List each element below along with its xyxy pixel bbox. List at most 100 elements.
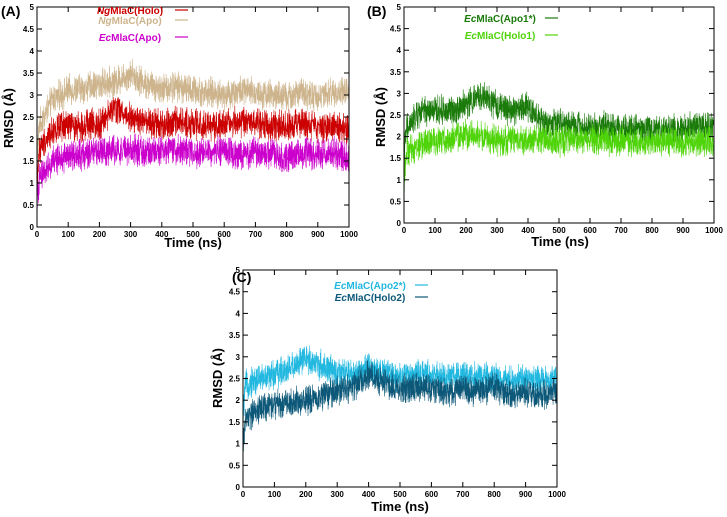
x-tick-label: 800 [645,226,659,235]
x-tick-label: 600 [218,230,232,239]
y-tick-label: 1.5 [229,418,241,427]
series-line-mlac-apo1- [404,82,714,169]
y-tick-label: 2.5 [229,375,241,384]
x-axis-title: Time (ns) [371,499,429,514]
legend-label: EcMlaC(Apo2*) [334,281,406,292]
y-tick-label: 3 [30,91,35,100]
x-tick-label: 1000 [705,226,723,235]
x-axis-title: Time (ns) [531,234,589,249]
legend-label-prefix: Ec [99,33,112,44]
x-tick-label: 600 [583,226,597,235]
y-tick-label: 1 [397,176,402,185]
x-tick-label: 0 [35,230,40,239]
y-tick-label: 3.5 [229,331,241,340]
legend-label-suffix: MlaC(Apo1*) [476,14,535,25]
x-tick-label: 0 [402,226,407,235]
x-tick-label: 300 [124,230,138,239]
x-tick-label: 700 [456,490,470,499]
chart-panel-3: 0 100 200 300 400 500 600 700 800 900 1000 0 0.5 1 1.5… [210,266,566,514]
y-tick-label: 4 [236,309,241,318]
legend-label-suffix: MlaC(Holo) [110,6,163,17]
y-tick-label: 5 [236,266,241,275]
legend-label-suffix: MlaC(Apo) [111,33,161,44]
x-tick-label: 1000 [340,230,358,239]
legend-entry: NgMlaC(Holo) [97,6,188,17]
x-tick-label: 500 [186,230,200,239]
legend-label-suffix: MlaC(Holo1) [477,31,535,42]
y-tick-label: 5 [30,3,35,12]
x-tick-label: 900 [519,490,533,499]
x-tick-label: 300 [331,490,345,499]
x-tick-label: 100 [428,226,442,235]
y-tick-label: 4.5 [229,288,241,297]
panel-label: (B) [367,3,386,19]
y-tick-label: 2.5 [23,113,35,122]
y-tick-label: 1 [30,179,35,188]
legend-label: NgMlaC(Apo) [98,16,161,27]
y-axis-title: RMSD (Å) [210,348,225,408]
legend-label: NgMlaC(Holo) [97,6,163,17]
x-tick-label: 500 [393,490,407,499]
y-tick-label: 4.5 [23,25,35,34]
y-tick-label: 2 [397,133,402,142]
x-tick-label: 200 [459,226,473,235]
x-tick-label: 700 [614,226,628,235]
x-tick-label: 300 [490,226,504,235]
legend-label-prefix: Ec [335,293,348,304]
x-tick-label: 800 [280,230,294,239]
panel-label: (A) [1,3,20,19]
y-tick-label: 0 [30,223,35,232]
legend-label-suffix: MlaC(Apo) [112,16,162,27]
legend-label-suffix: MlaC(Holo2) [347,293,405,304]
y-tick-label: 1.5 [390,154,402,163]
y-tick-label: 3.5 [390,68,402,77]
legend-label-prefix: Ec [465,31,478,42]
legend-label: EcMlaC(Apo1*) [464,14,536,25]
legend-label: EcMlaC(Holo2) [335,293,406,304]
y-tick-label: 0.5 [229,461,241,470]
series-line-mlac-holo- [37,97,349,186]
y-tick-label: 4 [30,47,35,56]
y-tick-label: 2 [30,135,35,144]
y-tick-label: 2.5 [390,111,402,120]
chart-panel-2: 0 100 200 300 400 500 600 700 800 900 1000 0 0.5 1 1.5… [367,3,723,249]
x-tick-label: 0 [241,490,246,499]
y-tick-label: 4 [397,46,402,55]
x-tick-label: 800 [488,490,502,499]
y-tick-label: 1 [236,440,241,449]
x-tick-label: 600 [425,490,439,499]
legend-entry: EcMlaC(Holo1) [465,31,558,42]
x-tick-label: 900 [311,230,325,239]
legend-label-prefix: Ec [334,281,347,292]
y-axis-title: RMSD (Å) [1,88,16,148]
x-tick-label: 700 [249,230,263,239]
y-tick-label: 5 [397,3,402,12]
x-tick-label: 1000 [548,490,566,499]
x-tick-label: 400 [521,226,535,235]
panel-label: (C) [232,269,251,285]
legend-entry: EcMlaC(Apo) [99,33,188,44]
y-tick-label: 1.5 [23,157,35,166]
series-line-mlac-apo- [37,133,349,210]
legend-label-prefix: Ng [97,6,110,17]
y-tick-label: 3.5 [23,69,35,78]
series-line-mlac-holo2- [243,360,557,452]
y-tick-label: 4.5 [390,25,402,34]
legend-label-prefix: Ec [464,14,477,25]
x-tick-label: 200 [93,230,107,239]
legend-entry: EcMlaC(Apo2*) [334,281,428,292]
x-tick-label: 500 [552,226,566,235]
chart-panel-1: 0 100 200 300 400 500 600 700 800 900 1000 0 0.5 1 1.5… [1,3,358,250]
y-tick-label: 2 [236,396,241,405]
legend-entry: EcMlaC(Apo1*) [464,14,558,25]
y-tick-label: 0 [397,219,402,228]
legend-entry: NgMlaC(Apo) [98,16,188,27]
series-line-mlac-holo1- [404,118,714,191]
x-tick-label: 400 [362,490,376,499]
x-tick-label: 100 [268,490,282,499]
y-tick-label: 3 [397,89,402,98]
legend-label: EcMlaC(Apo) [99,33,161,44]
legend-label-suffix: MlaC(Apo2*) [346,281,405,292]
x-tick-label: 900 [676,226,690,235]
